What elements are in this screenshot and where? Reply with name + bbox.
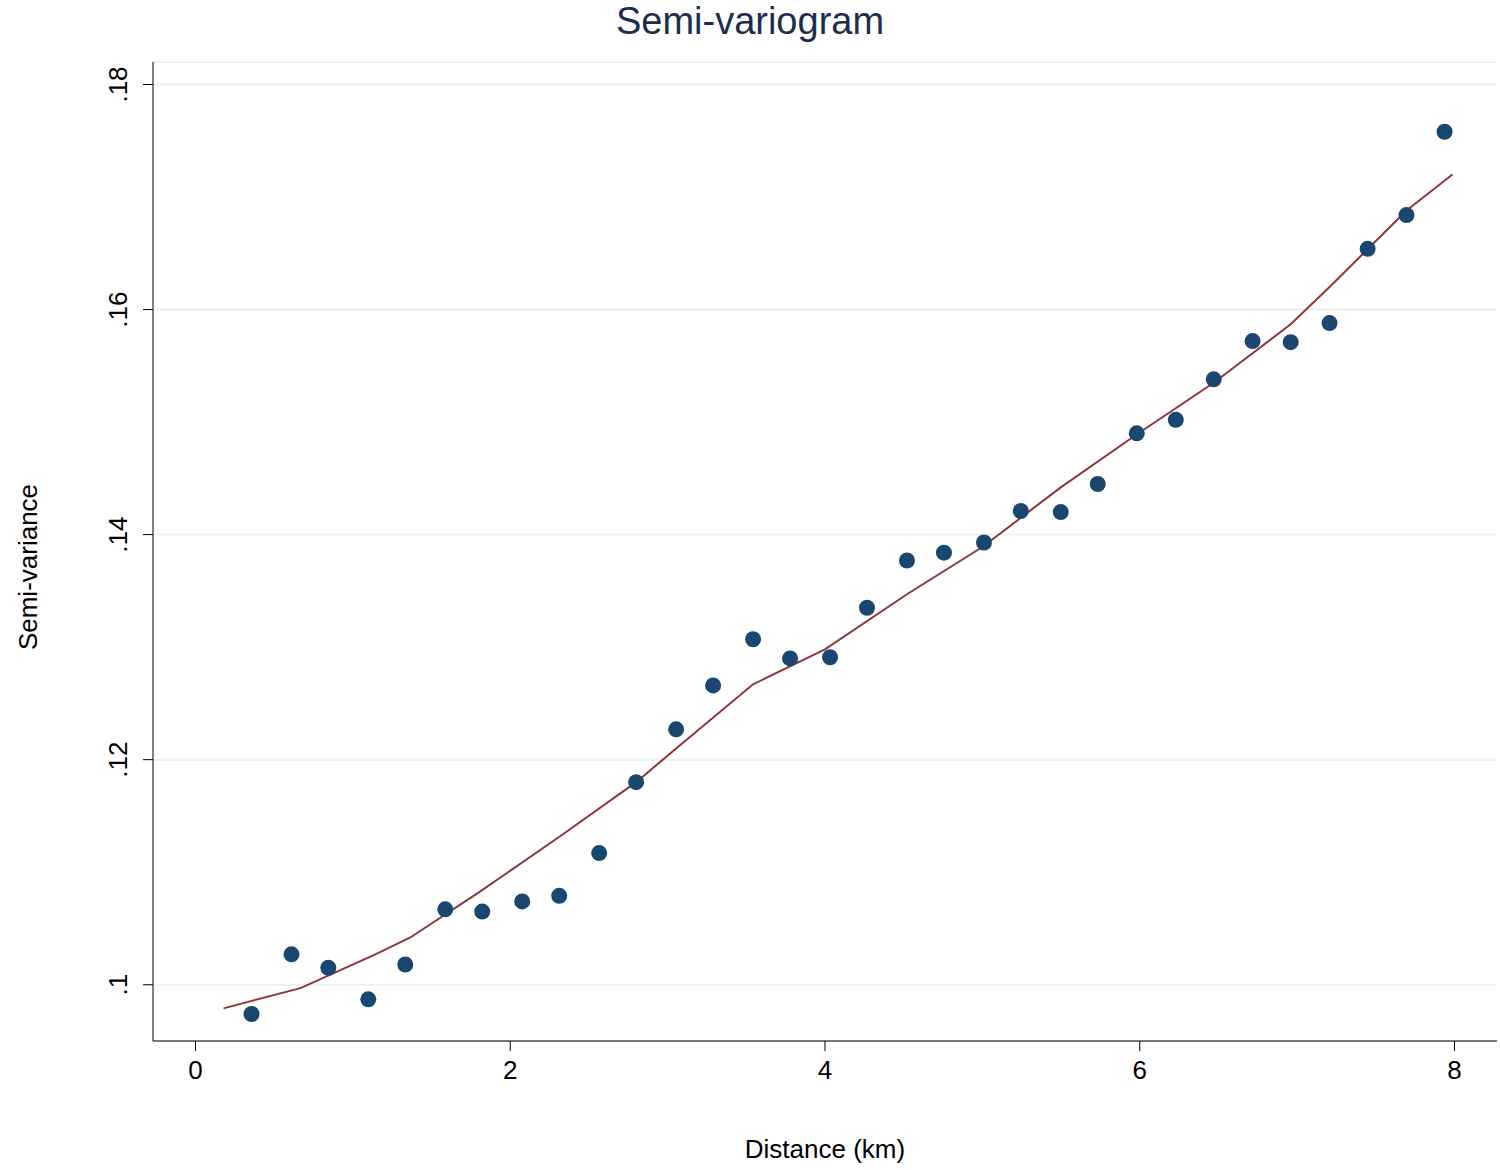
html-text:Semi-variogram: Semi-variogram (615, 0, 885, 42)
svg-text:.1: .1 (103, 974, 133, 996)
svg-text:6: 6 (1133, 1055, 1147, 1085)
svg-text:0: 0 (188, 1055, 202, 1085)
html-text:Semi-variance: Semi-variance (12, 483, 43, 651)
svg-text:.12: .12 (103, 742, 133, 778)
svg-text:8: 8 (1447, 1055, 1461, 1085)
svg-text:2: 2 (503, 1055, 517, 1085)
svg-text:4: 4 (818, 1055, 832, 1085)
svg-text:.16: .16 (103, 291, 133, 327)
svg-text:.18: .18 (103, 66, 133, 102)
svg-text:.14: .14 (103, 517, 133, 553)
html-text:Distance (km): Distance (km) (744, 1134, 906, 1164)
